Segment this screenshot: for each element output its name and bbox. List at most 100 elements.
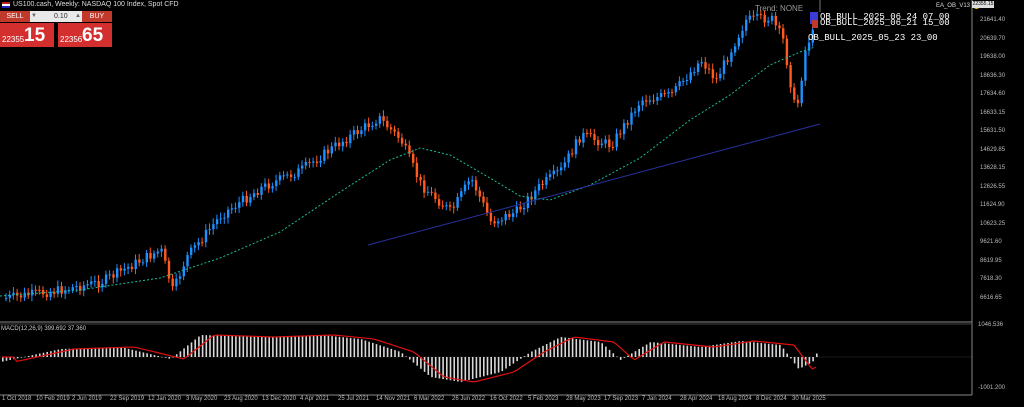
macd-bar: [716, 344, 718, 357]
candle-body: [733, 46, 737, 53]
candle-body: [352, 130, 356, 135]
candle-body: [441, 205, 444, 207]
candle-body: [478, 190, 481, 197]
candle-body: [785, 38, 789, 66]
buy-button[interactable]: BUY: [82, 11, 112, 22]
candle-body: [619, 133, 622, 135]
candle-body: [645, 100, 648, 102]
candle-body: [93, 280, 97, 282]
macd-bar: [490, 357, 492, 375]
time-tick: 10 Feb 2019: [36, 396, 70, 402]
macd-bar: [153, 355, 156, 357]
candle-body: [304, 161, 308, 166]
candle-body: [767, 20, 770, 23]
price-tick: 11624.90: [980, 202, 1005, 208]
macd-bar: [668, 343, 670, 357]
macd-bar: [416, 357, 418, 366]
ea-name: EA_OB_V13: [935, 2, 970, 9]
macd-bar: [283, 336, 285, 357]
macd-bar: [24, 356, 26, 358]
lot-decrease-icon[interactable]: ▼: [31, 13, 37, 19]
macd-bar: [68, 348, 71, 357]
lot-size-field[interactable]: ▼ 0.10 ▲: [30, 11, 82, 22]
macd-bar: [782, 348, 785, 357]
macd-label: MACD(12,26,9) 399.692 37.360: [1, 326, 87, 332]
macd-bar: [405, 356, 407, 357]
ob-label: OB_BULL_2025_05_23 23_00: [808, 33, 938, 43]
candle-body: [197, 242, 200, 246]
candle-body: [745, 19, 748, 31]
macd-bar: [31, 355, 34, 357]
candle-body: [5, 297, 8, 299]
macd-bar: [268, 336, 270, 357]
candle-body: [219, 218, 222, 220]
candle-body: [560, 167, 563, 171]
price-tick: 9621.60: [980, 239, 1002, 245]
macd-bar: [638, 348, 640, 357]
candle-body: [759, 14, 763, 16]
macd-bar: [301, 335, 304, 357]
candle-body: [145, 253, 148, 263]
ask-price-box[interactable]: 22356 65: [58, 23, 112, 47]
candle-body: [693, 72, 696, 74]
lot-increase-icon[interactable]: ▲: [75, 13, 81, 19]
macd-bar: [571, 338, 574, 357]
candle-body: [674, 86, 678, 93]
macd-bar: [246, 336, 248, 357]
macd-bar: [116, 347, 119, 357]
macd-bar: [608, 349, 611, 357]
candle-body: [493, 221, 496, 224]
macd-bar: [305, 335, 307, 357]
one-click-trading-panel: SELL ▼ 0.10 ▲ BUY 22355 15 22356 65: [0, 11, 112, 47]
sell-button[interactable]: SELL: [0, 11, 30, 22]
candle-body: [504, 214, 507, 221]
candle-body: [223, 217, 226, 219]
price-tick: 8619.95: [980, 257, 1002, 264]
bid-price-box[interactable]: 22355 15: [0, 23, 54, 47]
macd-bar: [701, 346, 703, 357]
macd-bar: [327, 335, 330, 357]
candle-body: [611, 146, 615, 148]
candle-body: [264, 183, 267, 187]
candle-body: [164, 248, 167, 261]
macd-bar: [90, 347, 93, 357]
macd-bar: [349, 337, 352, 357]
macd-bar: [656, 342, 659, 357]
trend-line[interactable]: [367, 123, 821, 246]
time-tick: 22 Sep 2019: [110, 396, 145, 402]
candle-body: [12, 292, 15, 295]
price-tick: 6616.65: [980, 294, 1002, 301]
candle-body: [537, 184, 541, 191]
candle-body: [634, 111, 637, 113]
candle-body: [101, 283, 104, 288]
macd-bar: [627, 355, 629, 357]
macd-bar: [27, 355, 30, 357]
time-tick: 7 Jan 2024: [642, 396, 672, 402]
macd-bar: [357, 338, 359, 357]
candle-body: [53, 292, 56, 294]
candle-body: [238, 202, 241, 208]
macd-bar: [168, 357, 171, 359]
macd-bar: [730, 342, 733, 357]
candle-body: [16, 292, 19, 296]
candle-body: [667, 92, 670, 94]
candle-body: [315, 161, 319, 163]
macd-bar: [786, 353, 788, 357]
macd-bar: [275, 336, 278, 357]
candle-body: [730, 52, 733, 62]
macd-bar: [216, 335, 219, 357]
candle-body: [567, 153, 570, 163]
macd-bar: [808, 357, 811, 364]
candle-body: [267, 183, 271, 189]
macd-bar: [516, 357, 518, 362]
ask-price-big: 65: [82, 25, 104, 46]
macd-bar: [508, 357, 511, 367]
candle-body: [19, 295, 23, 298]
macd-bar: [653, 342, 655, 357]
candle-body: [796, 99, 800, 104]
macd-bar: [412, 357, 415, 363]
macd-bar: [409, 357, 411, 360]
macd-bottom-tick: -1001.200: [978, 385, 1006, 391]
candle-body: [323, 149, 326, 161]
